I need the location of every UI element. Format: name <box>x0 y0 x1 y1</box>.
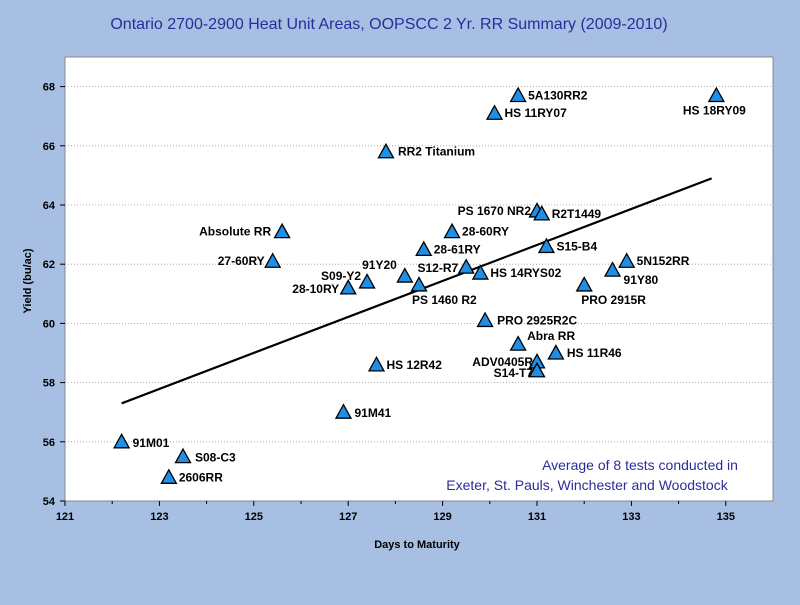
data-point-marker <box>415 240 433 257</box>
y-tick-label: 66 <box>43 141 55 153</box>
x-tick-label: 131 <box>528 511 546 523</box>
data-point-marker <box>575 276 593 292</box>
y-tick-label: 58 <box>43 378 55 390</box>
chart-title: Ontario 2700-2900 Heat Unit Areas, OOPSC… <box>110 16 667 33</box>
data-point-marker <box>707 86 725 103</box>
data-point-label: S08-C3 <box>195 451 236 465</box>
y-tick-label: 68 <box>43 82 55 94</box>
data-point-label: 5A130RR2 <box>528 88 588 102</box>
data-point-marker <box>476 311 494 328</box>
x-tick-label: 127 <box>339 511 357 523</box>
data-point-marker <box>160 468 178 484</box>
data-point-label: 91M41 <box>354 406 391 420</box>
data-point-label: 91Y20 <box>362 258 397 272</box>
y-tick-label: 60 <box>43 318 55 330</box>
annotation-line-2: Exeter, St. Pauls, Winchester and Woodst… <box>446 477 728 493</box>
data-point-marker <box>547 344 565 360</box>
x-tick-label: 133 <box>622 511 640 523</box>
data-point-label: HS 12R42 <box>387 358 443 372</box>
x-tick-label: 123 <box>150 511 168 523</box>
data-point-marker <box>334 403 353 419</box>
data-point-label: HS 11R46 <box>567 346 622 360</box>
data-point-marker <box>273 222 291 239</box>
data-point-label: ADV0405R <box>472 355 533 369</box>
data-point-marker <box>457 258 475 274</box>
data-point-marker <box>358 273 376 289</box>
data-point-label: S14-T7 <box>494 366 534 380</box>
y-tick-label: 62 <box>43 259 55 271</box>
x-axis-label: Days to Maturity <box>374 539 460 551</box>
point-labels: 5A130RR2 HS 11RY07 HS 18RY09 RR2 Titanium PS… <box>133 88 747 484</box>
y-tick-label: 64 <box>43 200 56 212</box>
data-point-label: Absolute RR <box>199 225 271 239</box>
data-point-label: 2606RR <box>179 470 223 484</box>
data-point-label: 91Y80 <box>624 273 659 287</box>
x-tick-label: 135 <box>717 511 735 523</box>
data-points <box>113 86 725 484</box>
data-point-marker <box>396 267 414 283</box>
data-point-label: S15-B4 <box>556 239 597 253</box>
data-point-label: 5N152RR <box>637 254 690 268</box>
data-point-label: S12-R7 <box>418 261 459 275</box>
x-tick-label: 125 <box>245 511 263 523</box>
data-point-label: 28-10RY <box>292 282 339 296</box>
data-point-label: HS 14RYS02 <box>490 266 561 280</box>
data-point-marker <box>533 205 551 221</box>
x-tick-label: 129 <box>433 511 451 523</box>
data-point-label: 28-60RY <box>462 225 509 239</box>
data-point-marker <box>339 279 357 295</box>
data-point-label: 28-61RY <box>434 242 481 256</box>
data-point-label: PRO 2925R2C <box>497 313 577 327</box>
data-point-marker <box>410 276 428 292</box>
gridlines <box>65 86 773 443</box>
data-point-marker <box>113 432 131 449</box>
data-point-marker <box>264 252 282 268</box>
data-point-label: 91M01 <box>133 436 170 450</box>
data-point-label: 27-60RY <box>218 254 265 268</box>
data-point-marker <box>603 261 622 277</box>
data-point-label: Abra RR <box>527 329 575 343</box>
data-point-label: HS 11RY07 <box>505 106 568 120</box>
data-point-marker <box>443 222 461 239</box>
y-tick-label: 54 <box>43 496 56 508</box>
data-point-label: PRO 2915R <box>581 293 646 307</box>
data-point-marker <box>528 361 546 378</box>
y-tick-label: 56 <box>43 437 55 449</box>
annotation-line-1: Average of 8 tests conducted in <box>542 457 738 473</box>
y-axis-label: Yield (bu/ac) <box>22 248 34 313</box>
data-point-marker <box>174 447 192 464</box>
axes: 54 56 58 60 62 64 66 68 121 123 125 127 129 131 133 135 <box>43 82 735 523</box>
data-point-marker <box>471 264 489 280</box>
data-point-label: PS 1460 R2 <box>412 293 477 307</box>
x-tick-label: 121 <box>56 511 74 523</box>
data-point-marker <box>377 142 395 159</box>
data-point-marker <box>367 356 386 372</box>
data-point-label: RR2 Titanium <box>398 145 475 159</box>
data-point-label: R2T1449 <box>552 207 602 221</box>
data-point-marker <box>485 104 504 120</box>
data-point-label: HS 18RY09 <box>683 103 746 117</box>
data-point-marker <box>537 237 556 254</box>
data-point-label: PS 1670 NR2 <box>458 204 532 218</box>
data-point-marker <box>509 86 527 103</box>
data-point-label: S09-Y2 <box>321 269 361 283</box>
data-point-marker <box>618 252 636 268</box>
data-point-marker <box>509 335 527 351</box>
